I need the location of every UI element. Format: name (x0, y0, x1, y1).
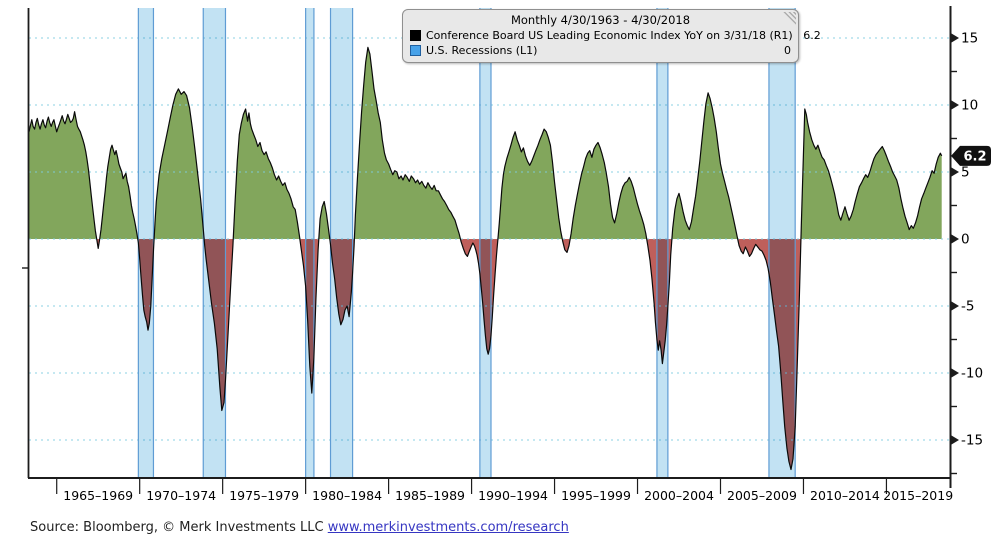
recession-band-2 (305, 8, 314, 478)
recession-band-4 (479, 8, 491, 478)
recession-band-6 (768, 8, 796, 478)
chart-tooltip[interactable]: Monthly 4/30/1963 - 4/30/2018 Conference… (402, 9, 821, 63)
recession-series-value: 0 (784, 44, 791, 57)
y-tick-arrow-0 (951, 234, 959, 244)
y-tick-label-0: 0 (961, 232, 970, 248)
x-label-0: 1965–1969 (63, 488, 133, 503)
y-tick-label--5: -5 (961, 299, 974, 315)
y-tick-label-10: 10 (961, 98, 978, 114)
source-note: Source: Bloomberg, © Merk Investments LL… (30, 520, 569, 535)
source-text: Source: Bloomberg, © Merk Investments LL… (30, 520, 328, 535)
y-tick-arrow--15 (951, 435, 959, 445)
lei-line (28, 46, 943, 471)
x-label-5: 1990–1994 (478, 488, 548, 503)
x-label-10: 2015–2019 (883, 488, 953, 503)
lei-series-value: 6.2 (803, 29, 821, 42)
last-value-tag-text: 6.2 (963, 150, 986, 165)
x-label-4: 1985–1989 (395, 488, 465, 503)
x-label-9: 2010–2014 (810, 488, 880, 503)
lei-series-label: Conference Board US Leading Economic Ind… (426, 29, 793, 42)
x-label-6: 1995–1999 (561, 488, 631, 503)
y-tick-arrow-15 (951, 33, 959, 43)
lei-series-swatch (410, 30, 421, 41)
recession-series-label: U.S. Recessions (L1) (426, 44, 538, 57)
y-tick-arrow--5 (951, 301, 959, 311)
recession-band-0 (138, 8, 154, 478)
y-tick-arrow--10 (951, 368, 959, 378)
x-label-7: 2000–2004 (644, 488, 714, 503)
recession-series-swatch (410, 45, 421, 56)
y-tick-label-15: 15 (961, 31, 978, 47)
y-tick-arrow-5 (951, 167, 959, 177)
recession-band-3 (330, 8, 353, 478)
research-link[interactable]: www.merkinvestments.com/research (327, 520, 569, 535)
y-tick-label-5: 5 (961, 165, 970, 181)
legend-row-recessions: U.S. Recessions (L1) 0 (410, 43, 791, 58)
lei-area-positive (29, 47, 942, 239)
y-tick-label--10: -10 (961, 366, 983, 382)
recession-band-5 (656, 8, 668, 478)
x-label-1: 1970–1974 (146, 488, 216, 503)
last-value-tag (951, 145, 991, 166)
legend-row-lei: Conference Board US Leading Economic Ind… (410, 28, 821, 43)
y-tick-label--15: -15 (961, 433, 983, 449)
x-label-3: 1980–1984 (312, 488, 382, 503)
x-label-8: 2005–2009 (727, 488, 797, 503)
x-label-2: 1975–1979 (229, 488, 299, 503)
tooltip-title: Monthly 4/30/1963 - 4/30/2018 (510, 13, 691, 27)
y-tick-arrow-10 (951, 100, 959, 110)
recession-band-1 (203, 8, 226, 478)
